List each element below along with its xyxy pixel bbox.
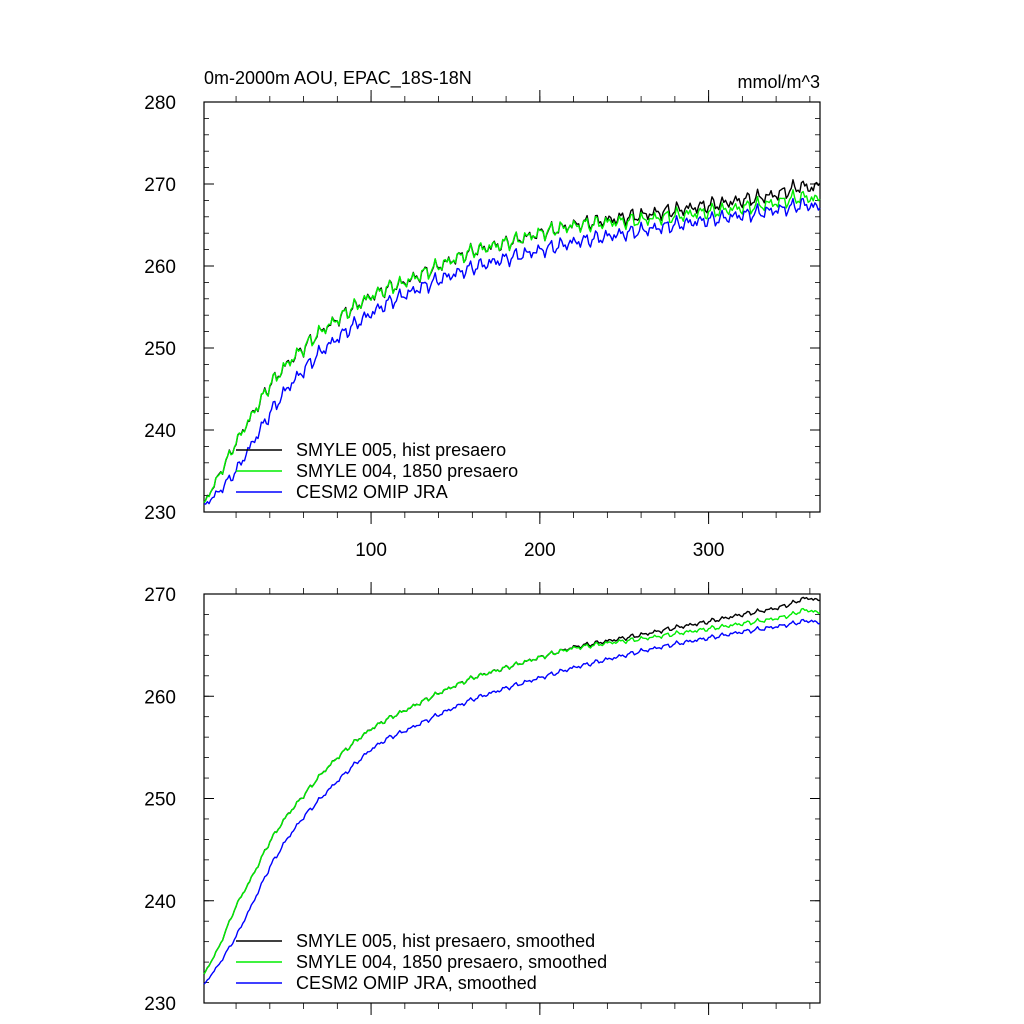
y-tick-label: 240 [144,892,176,913]
series-line [203,607,821,975]
legend-label: CESM2 OMIP JRA [296,482,448,502]
bottom-panel: 230 240 250 260 270 SMYLE 005, hist presaero,… [144,582,821,1015]
x-tick-label: 100 [355,540,387,561]
y-tick-label: 230 [144,503,176,524]
x-tick-label: 300 [693,540,725,561]
y-tick-label: 260 [144,687,176,708]
plot-frame [203,101,821,513]
y-tick-label: 270 [144,585,176,606]
chart-title: 0m-2000m AOU, EPAC_18S-18N [204,68,472,89]
y-tick-label: 240 [144,421,176,442]
series-line [203,618,821,985]
top-panel: 0m-2000m AOU, EPAC_18S-18N mmol/m^3 230 2… [144,68,821,561]
series-line [203,596,821,975]
y-tick-label: 280 [144,93,176,114]
x-tick-label: 200 [524,540,556,561]
legend-label: SMYLE 005, hist presaero [296,440,506,460]
legend-label: SMYLE 004, 1850 presaero, smoothed [296,952,607,972]
y-tick-label: 260 [144,257,176,278]
series-line [203,189,821,504]
legend-label: SMYLE 005, hist presaero, smoothed [296,931,595,951]
units-label: mmol/m^3 [738,72,820,92]
legend-label: SMYLE 004, 1850 presaero [296,461,518,481]
y-tick-label: 250 [144,790,176,811]
legend-label: CESM2 OMIP JRA, smoothed [296,973,537,993]
y-tick-label: 230 [144,994,176,1015]
y-tick-label: 270 [144,175,176,196]
y-tick-label: 250 [144,339,176,360]
series-line [203,197,821,505]
